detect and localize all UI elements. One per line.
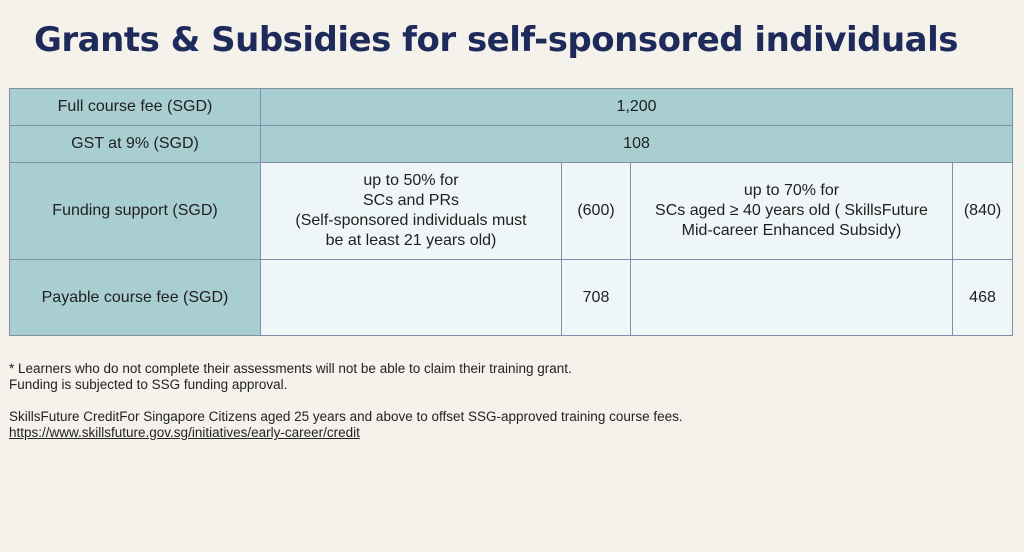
payable-empty-cell (630, 259, 953, 336)
table-row-gst: GST at 9% (SGD) 108 (9, 125, 1014, 163)
gst-value: 108 (259, 125, 1014, 163)
funding-option-1-line: (Self-sponsored individuals must (295, 212, 527, 229)
payable-label: Payable course fee (SGD) (9, 259, 261, 336)
funding-label: Funding support (SGD) (9, 162, 261, 260)
footnote-skillsfuture-credit: SkillsFuture CreditFor Singapore Citizen… (9, 409, 683, 424)
funding-option-1-line: be at least 21 years old) (325, 232, 497, 249)
funding-option-2-line: Mid-career Enhanced Subsidy) (681, 222, 902, 239)
table-row-funding: Funding support (SGD) up to 50% for SCs … (9, 162, 1014, 260)
table-row-payable: Payable course fee (SGD) 708 468 (9, 259, 1014, 336)
fees-table: Full course fee (SGD) 1,200 GST at 9% (S… (9, 88, 1014, 336)
skillsfuture-credit-link[interactable]: https://www.skillsfuture.gov.sg/initiati… (9, 425, 360, 440)
funding-option-1-line: up to 50% for (363, 172, 459, 189)
payable-amount-2: 468 (951, 259, 1014, 336)
table-row-full-fee: Full course fee (SGD) 1,200 (9, 88, 1014, 126)
funding-option-2: up to 70% for SCs aged ≥ 40 years old ( … (630, 162, 953, 260)
payable-amount-1: 708 (561, 259, 631, 336)
funding-option-1: up to 50% for SCs and PRs (Self-sponsore… (260, 162, 562, 260)
funding-option-2-line: SCs aged ≥ 40 years old ( SkillsFuture (655, 202, 928, 219)
spacer (9, 393, 683, 409)
funding-option-2-amount: (840) (951, 162, 1014, 260)
gst-label: GST at 9% (SGD) (9, 125, 261, 163)
page-title: Grants & Subsidies for self-sponsored in… (34, 20, 958, 60)
funding-option-1-amount: (600) (561, 162, 631, 260)
funding-option-1-line: SCs and PRs (362, 192, 460, 209)
footnotes: * Learners who do not complete their ass… (9, 361, 683, 441)
full-fee-value: 1,200 (259, 88, 1014, 126)
footnote-approval: Funding is subjected to SSG funding appr… (9, 377, 288, 392)
footnote-assessment: * Learners who do not complete their ass… (9, 361, 572, 376)
funding-option-2-line: up to 70% for (743, 182, 840, 199)
payable-empty-cell (260, 259, 562, 336)
full-fee-label: Full course fee (SGD) (9, 88, 261, 126)
